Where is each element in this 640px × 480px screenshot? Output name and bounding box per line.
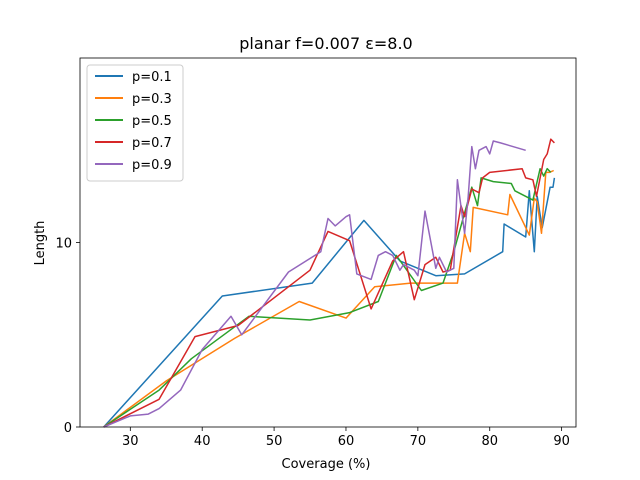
legend-label-p=0.1: p=0.1 [132,70,172,85]
x-tick-label: 80 [481,434,498,449]
legend-label-p=0.5: p=0.5 [132,114,172,129]
series-line-p=0.9 [103,140,526,428]
x-tick-label: 40 [194,434,211,449]
series-line-p=0.1 [103,177,556,428]
legend: p=0.1 p=0.3 p=0.5 p=0.7 p=0.9 [86,64,184,182]
legend-label-p=0.9: p=0.9 [132,158,172,173]
x-tick-label: 50 [266,434,283,449]
y-axis-label: Length [33,221,48,266]
chart-title: planar f=0.007 ε=8.0 [239,34,412,53]
x-tick-label: 70 [410,434,427,449]
x-tick-label: 90 [553,434,570,449]
legend-label-p=0.7: p=0.7 [132,136,172,151]
series-line-p=0.3 [103,169,555,428]
y-tick-label: 10 [55,237,72,252]
x-tick-label: 30 [122,434,139,449]
x-axis-label: Coverage (%) [282,457,371,472]
legend-label-p=0.3: p=0.3 [132,92,172,107]
series-layer [103,138,556,428]
x-tick-label: 60 [338,434,355,449]
y-tick-label: 0 [64,421,72,436]
axes-layer: 30 40 50 60 70 80 90 0 10 [55,57,577,449]
legend-box [86,64,184,182]
